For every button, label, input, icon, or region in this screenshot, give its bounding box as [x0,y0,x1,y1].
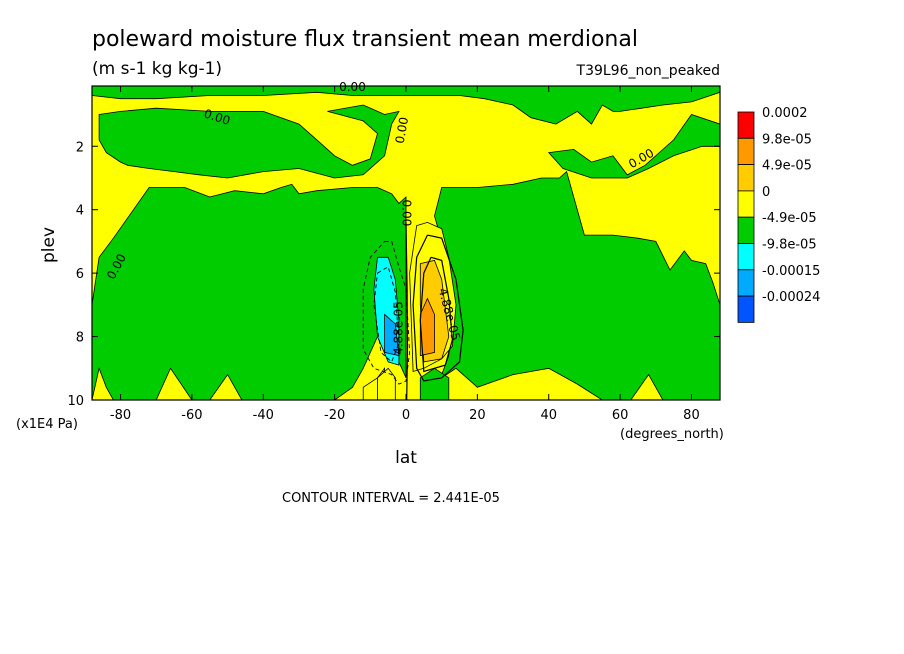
legend-swatch [737,243,755,271]
x-tick-label: -80 [110,408,131,423]
experiment-label: T39L96_non_peaked [576,63,720,79]
region-13 [419,297,435,357]
color-legend: 0.0002 9.8e-05 4.9e-05 0 -4.9e-05 -9.8e-05 -0.… [737,106,820,323]
region-7 [209,373,243,400]
legend-label: -4.9e-05 [762,211,817,226]
y-tick-label: 6 [76,267,84,282]
region-15 [384,313,400,357]
legend-label: -9.8e-05 [762,238,817,253]
y-axis-units: (x1E4 Pa) [16,417,78,432]
y-tick-label: 8 [76,331,84,346]
region-16 [377,367,396,400]
y-tick-label: 10 [67,394,84,409]
region-6 [155,367,193,400]
legend-swatch [737,137,755,166]
contour-label-4: 0.00 [400,200,414,227]
chart-units: (m s-1 kg kg-1) [92,59,222,79]
legend-label: 9.8e-05 [762,132,812,147]
legend-swatch [737,295,755,323]
legend-label: -0.00015 [762,264,820,279]
contour-label-2: 0.00 [393,116,411,145]
contour-line-2 [412,234,464,382]
region-1 [98,104,400,179]
y-tick-label: 2 [76,140,84,155]
contour-line-4 [405,222,409,400]
y-axis-label: plev [39,227,59,263]
contour-interval-text: CONTOUR INTERVAL = 2.441E-05 [282,491,500,506]
contour-lines [362,222,464,400]
x-tick-label: 60 [612,408,629,423]
legend-label: 0 [762,185,770,200]
legend-swatch [737,269,755,297]
x-tick-label: -20 [324,408,345,423]
legend-swatch [737,190,755,218]
x-axis: -80 -60 -40 -20 0 20 40 60 80 [110,86,700,423]
region-9 [426,367,604,400]
x-tick-label: 20 [469,408,486,423]
x-tick-label: -40 [253,408,274,423]
region-5 [92,366,114,400]
x-tick-label: 0 [402,408,410,423]
contour-line-1 [373,266,400,363]
legend-swatch [737,216,755,244]
legend-swatch [737,164,755,192]
y-tick-label: 4 [76,204,84,219]
contour-label-6: -4.88e-05 [391,301,405,359]
contour-label-0: 0.00 [339,80,366,94]
legend-label: 4.9e-05 [762,159,812,174]
filled-regions [92,86,720,400]
region-17 [419,367,450,400]
legend-swatch [737,111,755,139]
x-tick-label: 40 [540,408,557,423]
contour-line-3 [419,256,454,373]
region-10 [630,373,664,400]
x-axis-label: lat [395,448,417,468]
chart-title: poleward moisture flux transient mean me… [92,27,638,52]
region-2 [547,114,720,179]
y-axis: 2 4 6 8 10 [67,140,720,409]
contour-line-0 [362,240,411,385]
x-tick-label: 80 [683,408,700,423]
x-axis-units: (degrees_north) [620,427,724,442]
region-3 [92,183,407,400]
legend-label: 0.0002 [762,106,808,121]
legend-label: -0.00024 [762,290,820,305]
x-tick-label: -60 [181,408,202,423]
region-0 [92,86,720,125]
